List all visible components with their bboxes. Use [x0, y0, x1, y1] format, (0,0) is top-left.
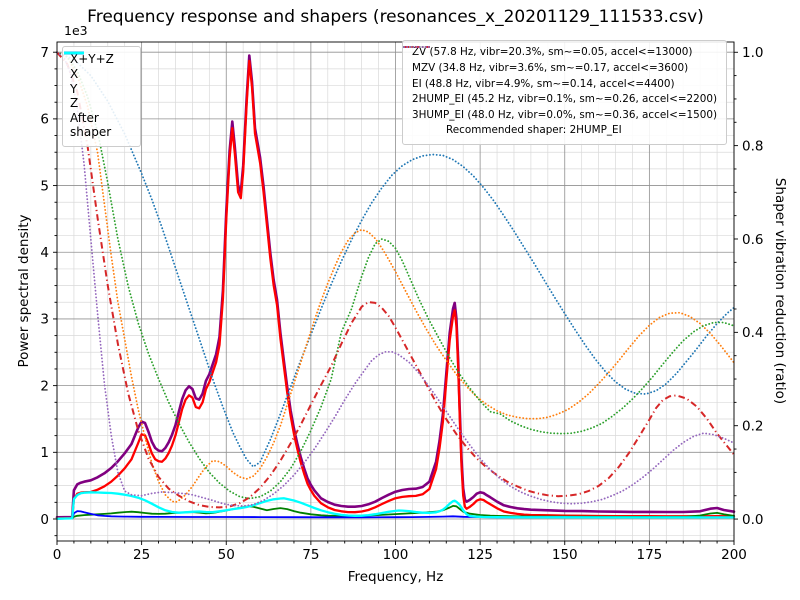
y-right-tick-label: 0.6	[742, 232, 763, 248]
legend-label-x: X	[70, 66, 79, 81]
chart-title: Frequency response and shapers (resonanc…	[87, 7, 704, 27]
legend-item-zv: ZV (57.8 Hz, vibr=20.3%, sm~=0.05, accel…	[403, 46, 717, 60]
recommended-shaper-text: Recommended shaper: 2HUMP_EI	[446, 124, 622, 137]
legend-label-hump2: 2HUMP_EI (45.2 Hz, vibr=0.1%, sm~=0.26, …	[412, 93, 718, 106]
y-left-tick-label: 4	[40, 245, 49, 261]
legend-item-y: Y	[64, 51, 130, 97]
y-axis-left-label: Power spectral density	[16, 214, 32, 368]
y-left-tick-label: 5	[40, 178, 49, 194]
legend-label-ei: EI (48.8 Hz, vibr=4.9%, sm~=0.14, accel<…	[412, 77, 675, 90]
y-right-tick-label: 1.0	[742, 45, 763, 61]
y-left-tick-label: 3	[40, 312, 49, 328]
x-tick-label: 175	[636, 547, 662, 563]
plot-border	[56, 41, 735, 542]
y-right-tick-label: 0.2	[742, 419, 763, 435]
x-tick-label: 0	[53, 547, 62, 563]
legend-label-mzv: MZV (34.8 Hz, vibr=3.6%, sm~=0.17, accel…	[412, 61, 689, 74]
y-axis-right-label: Shaper vibration reduction (ratio)	[772, 177, 788, 405]
y-right-tick-label: 0.8	[742, 138, 763, 154]
series-ei-line	[56, 51, 735, 500]
legend-label-y: Y	[70, 81, 78, 96]
series-x-line	[55, 59, 736, 520]
legend-recommendation-row: Recommended shaper: 2HUMP_EI	[412, 124, 717, 138]
x-tick-label: 25	[133, 547, 150, 563]
legend-label-xyz: X+Y+Z	[70, 52, 114, 66]
y-right-tick-label: 0.4	[742, 325, 763, 341]
series-y-line	[56, 504, 735, 520]
series-xyz-line	[55, 54, 736, 519]
legend-swatch-after	[64, 51, 84, 55]
x-tick-label: 50	[218, 547, 235, 563]
axes	[53, 41, 738, 545]
y-left-tick-label: 0	[40, 512, 49, 528]
x-tick-label: 200	[721, 547, 747, 563]
legend-item-after: After shaper	[64, 51, 130, 140]
legend-item-ei: EI (48.8 Hz, vibr=4.9%, sm~=0.14, accel<…	[403, 46, 717, 91]
series-hump2-line	[56, 51, 735, 509]
series-after-line	[55, 491, 736, 520]
y-left-tick-label: 1	[40, 445, 49, 461]
legend-label-after: After shaper	[70, 111, 112, 139]
legend-label-hump3: 3HUMP_EI (48.0 Hz, vibr=0.0%, sm~=0.36, …	[412, 108, 718, 121]
tick-labels: 0 25 50 75 100 125 150 175 200 0 1 2 3 4 5 6 7 0.0 0.2 0.4 0…	[40, 45, 763, 563]
legend-label-z: Z	[70, 96, 79, 111]
series-mzv-line	[56, 51, 735, 504]
series-zv-line	[56, 51, 735, 468]
legend-swatch-hump3	[403, 46, 431, 48]
x-axis-label: Frequency, Hz	[347, 569, 444, 585]
x-tick-label: 125	[467, 547, 493, 563]
curves	[55, 51, 736, 520]
legend-item-hump2: 2HUMP_EI (45.2 Hz, vibr=0.1%, sm~=0.26, …	[404, 46, 718, 107]
legend-item-x: X	[64, 51, 130, 82]
y-left-tick-label: 7	[40, 45, 49, 61]
y-right-tick-label: 0.0	[742, 512, 763, 528]
x-tick-label: 100	[383, 547, 409, 563]
y-left-tick-label: 6	[40, 112, 49, 128]
y-axis-multiplier: 1e3	[64, 23, 88, 38]
x-tick-label: 75	[302, 547, 319, 563]
legend-label-zv: ZV (57.8 Hz, vibr=20.3%, sm~=0.05, accel…	[412, 46, 693, 59]
x-tick-label: 150	[552, 547, 578, 563]
legend-psd: X+Y+Z X Y Z After shaper	[62, 46, 141, 147]
legend-shapers: ZV (57.8 Hz, vibr=20.3%, sm~=0.05, accel…	[402, 40, 728, 145]
legend-item-hump3: 3HUMP_EI (48.0 Hz, vibr=0.0%, sm~=0.36, …	[403, 46, 718, 123]
legend-item-mzv: MZV (34.8 Hz, vibr=3.6%, sm~=0.17, accel…	[403, 46, 717, 76]
y-left-tick-label: 2	[40, 378, 49, 394]
series-hump3-line	[56, 51, 735, 507]
legend-item-z: Z	[64, 51, 130, 111]
